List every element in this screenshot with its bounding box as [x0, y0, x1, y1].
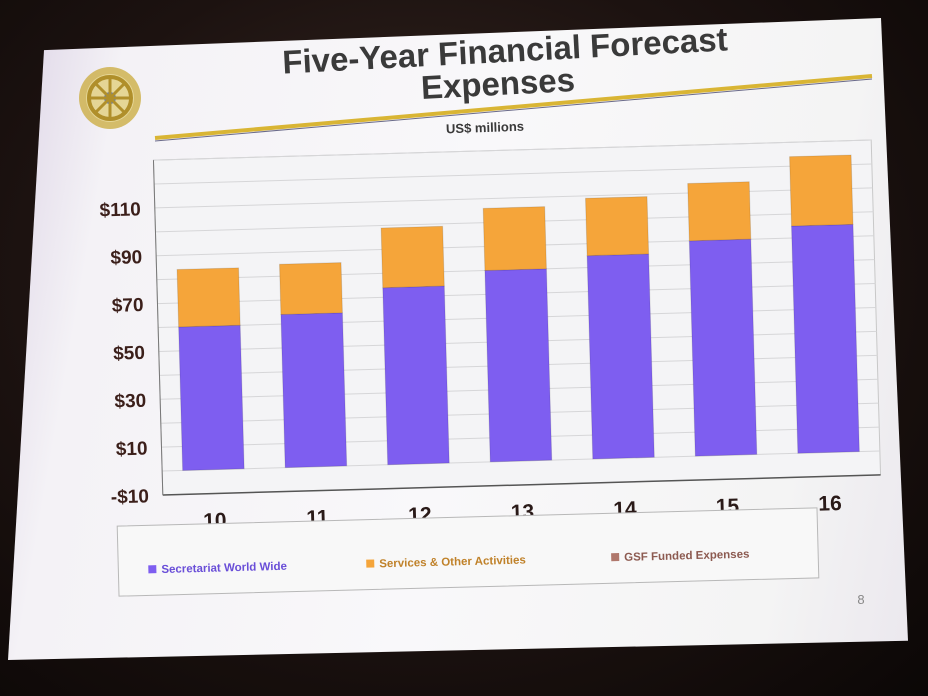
- page-number: 8: [857, 592, 864, 607]
- bar-secretariat-13: [484, 268, 553, 463]
- legend-swatch-secretariat: [148, 565, 157, 574]
- y-tick-label: $10: [116, 439, 148, 461]
- slide-title-second-line: Expenses: [420, 61, 576, 106]
- gridline: [162, 450, 880, 472]
- chart-subtitle: US$ millions: [446, 119, 525, 137]
- x-tick-label: 16: [818, 492, 842, 516]
- gridline: [154, 163, 872, 185]
- bar-services-14: [584, 196, 650, 257]
- rotary-gear-icon: [79, 67, 141, 129]
- gridline: [154, 187, 873, 209]
- y-tick-label: $70: [112, 295, 144, 317]
- legend-label-services: Services & Other Activities: [379, 554, 526, 570]
- legend-swatch-services: [366, 559, 375, 568]
- bar-services-10: [176, 267, 241, 328]
- legend-label-secretariat: Secretariat World Wide: [161, 561, 287, 576]
- bar-secretariat-10: [178, 324, 245, 471]
- y-tick-label: $50: [113, 343, 145, 365]
- title-rule: [154, 74, 873, 140]
- y-axis-line: [152, 160, 164, 495]
- bar-secretariat-15: [688, 238, 758, 457]
- bar-services-11: [278, 262, 343, 316]
- bar-services-12: [380, 225, 445, 289]
- y-tick-label: $30: [114, 391, 146, 413]
- chart-legend: Secretariat World Wide Services & Other …: [116, 507, 820, 597]
- bar-secretariat-16: [790, 223, 860, 454]
- bar-services-13: [482, 206, 547, 272]
- bar-secretariat-14: [586, 253, 655, 460]
- y-tick-label: $110: [99, 199, 141, 221]
- legend-swatch-gsf: [611, 553, 620, 562]
- bar-secretariat-11: [280, 312, 348, 469]
- bar-services-15: [687, 181, 752, 242]
- bar-secretariat-12: [382, 285, 450, 466]
- legend-label-gsf: GSF Funded Expenses: [624, 549, 750, 564]
- y-tick-label: $90: [110, 247, 142, 269]
- x-axis-line: [162, 474, 881, 496]
- gridline: [153, 139, 872, 161]
- bar-services-16: [789, 154, 854, 227]
- y-tick-label: -$10: [111, 486, 150, 508]
